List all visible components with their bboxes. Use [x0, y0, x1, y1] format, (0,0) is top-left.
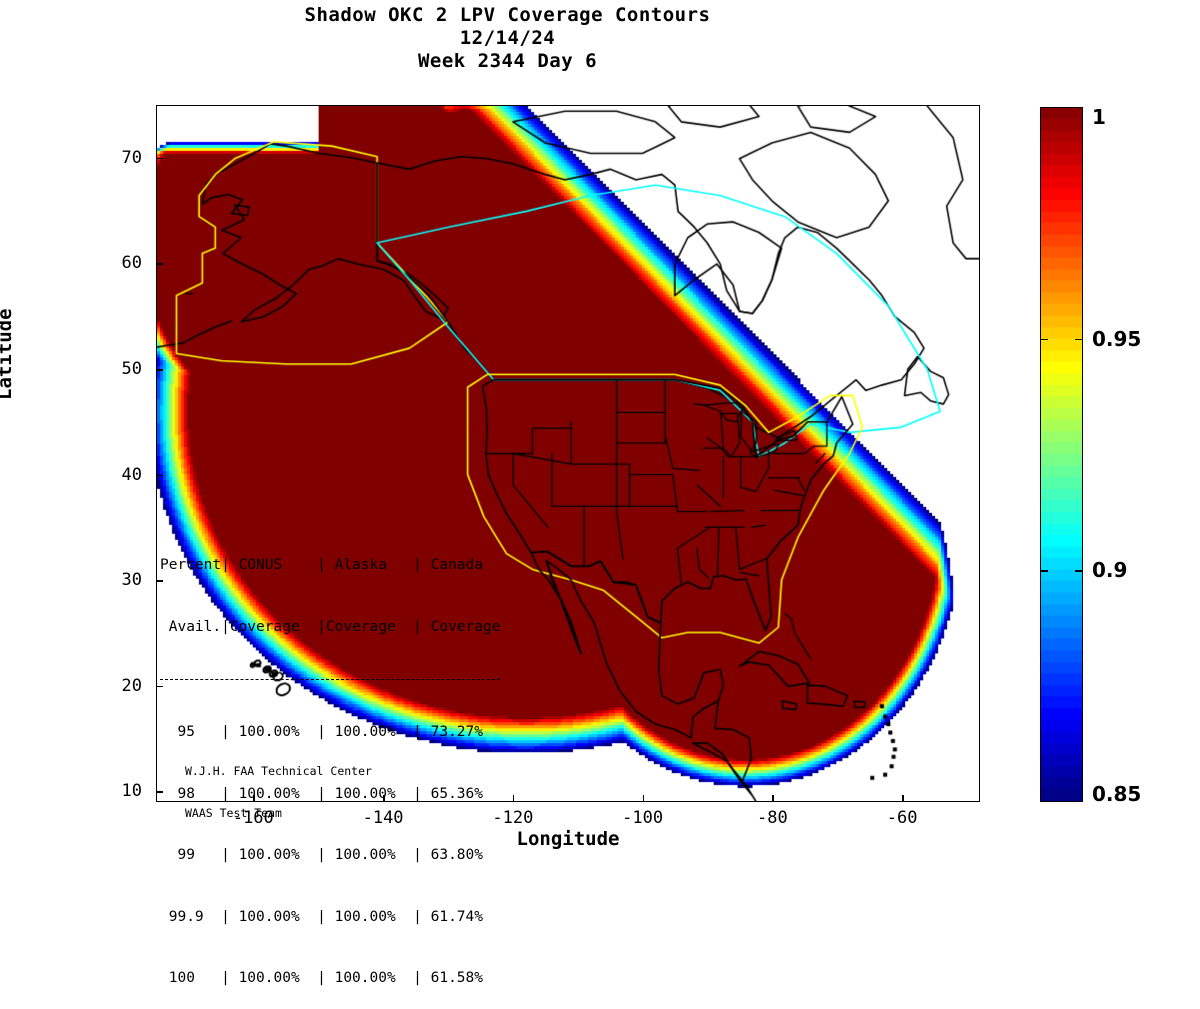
x-tick-label: -60 [886, 808, 918, 828]
stats-header-line-1: Percent| CONUS | Alaska | Canada [160, 557, 484, 573]
x-tick-mark [902, 795, 904, 802]
x-tick-label: -160 [232, 808, 274, 828]
colorbar-gradient [1040, 107, 1083, 802]
x-tick-mark [642, 795, 645, 802]
stats-header-line-2: Avail.|Coverage |Coverage | Coverage [160, 618, 501, 635]
y-tick-mark [156, 369, 163, 371]
table-row: 99 | 100.00% | 100.00% | 63.80% [160, 847, 484, 863]
title-line-2: 12/14/24 [459, 27, 556, 49]
x-axis-label: Longitude [516, 828, 620, 850]
y-axis-label: Latitude [0, 308, 16, 400]
colorbar-tick-mark [1040, 338, 1048, 341]
y-tick-label: 60 [121, 253, 142, 274]
colorbar-container: 1 0.95 0.9 0.85 [1040, 105, 1141, 806]
y-tick-mark [156, 580, 163, 582]
colorbar-tick-label: 1 [1092, 105, 1106, 129]
table-row: 100 | 100.00% | 100.00% | 61.58% [160, 970, 484, 986]
y-tick-mark [156, 791, 163, 793]
stats-table-divider [160, 679, 500, 680]
credit-line-1: W.J.H. FAA Technical Center [185, 764, 372, 778]
x-tick-label: -80 [757, 808, 788, 828]
credit-line-2: WAAS Test Team [185, 806, 282, 820]
y-tick-label: 40 [121, 464, 142, 485]
y-tick-mark [156, 474, 163, 477]
colorbar-tick-mark [1040, 570, 1048, 572]
y-tick-label: 30 [121, 570, 142, 591]
colorbar-tick-label: 0.95 [1092, 326, 1142, 351]
x-tick-mark [253, 795, 255, 802]
x-tick-label: -120 [492, 808, 534, 828]
y-tick-mark [156, 685, 163, 688]
y-tick-label: 10 [121, 781, 142, 802]
coverage-contour-canvas [157, 106, 979, 801]
x-tick-mark [512, 795, 515, 802]
x-tick-label: -100 [622, 808, 664, 828]
x-tick-mark [772, 795, 774, 802]
y-tick-mark [156, 157, 163, 160]
table-row: 98 | 100.00% | 100.00% | 65.36% [160, 785, 484, 802]
title-line-3: Week 2344 Day 6 [417, 50, 598, 72]
table-row: 99.9 | 100.00% | 100.00% | 61.74% [160, 908, 484, 925]
x-tick-label: -140 [362, 808, 404, 828]
colorbar-tick-label: 0.9 [1092, 558, 1128, 583]
table-row: 95 | 100.00% | 100.00% | 73.27% [160, 724, 484, 740]
y-tick-mark [156, 263, 163, 265]
colorbar-tick-mark [1075, 570, 1083, 572]
credit-text: W.J.H. FAA Technical Center WAAS Test Te… [185, 736, 372, 834]
x-tick-mark [383, 795, 385, 802]
y-tick-label: 70 [121, 147, 142, 168]
y-tick-label: 50 [121, 359, 142, 379]
colorbar-tick-label: 0.85 [1092, 782, 1142, 806]
chart-title-block: Shadow OKC 2 LPV Coverage Contours 12/14… [0, 4, 1015, 73]
map-plot-area [156, 105, 980, 802]
title-line-1: Shadow OKC 2 LPV Coverage Contours [304, 4, 711, 26]
colorbar-tick-mark [1075, 338, 1083, 341]
y-tick-label: 20 [121, 675, 142, 696]
